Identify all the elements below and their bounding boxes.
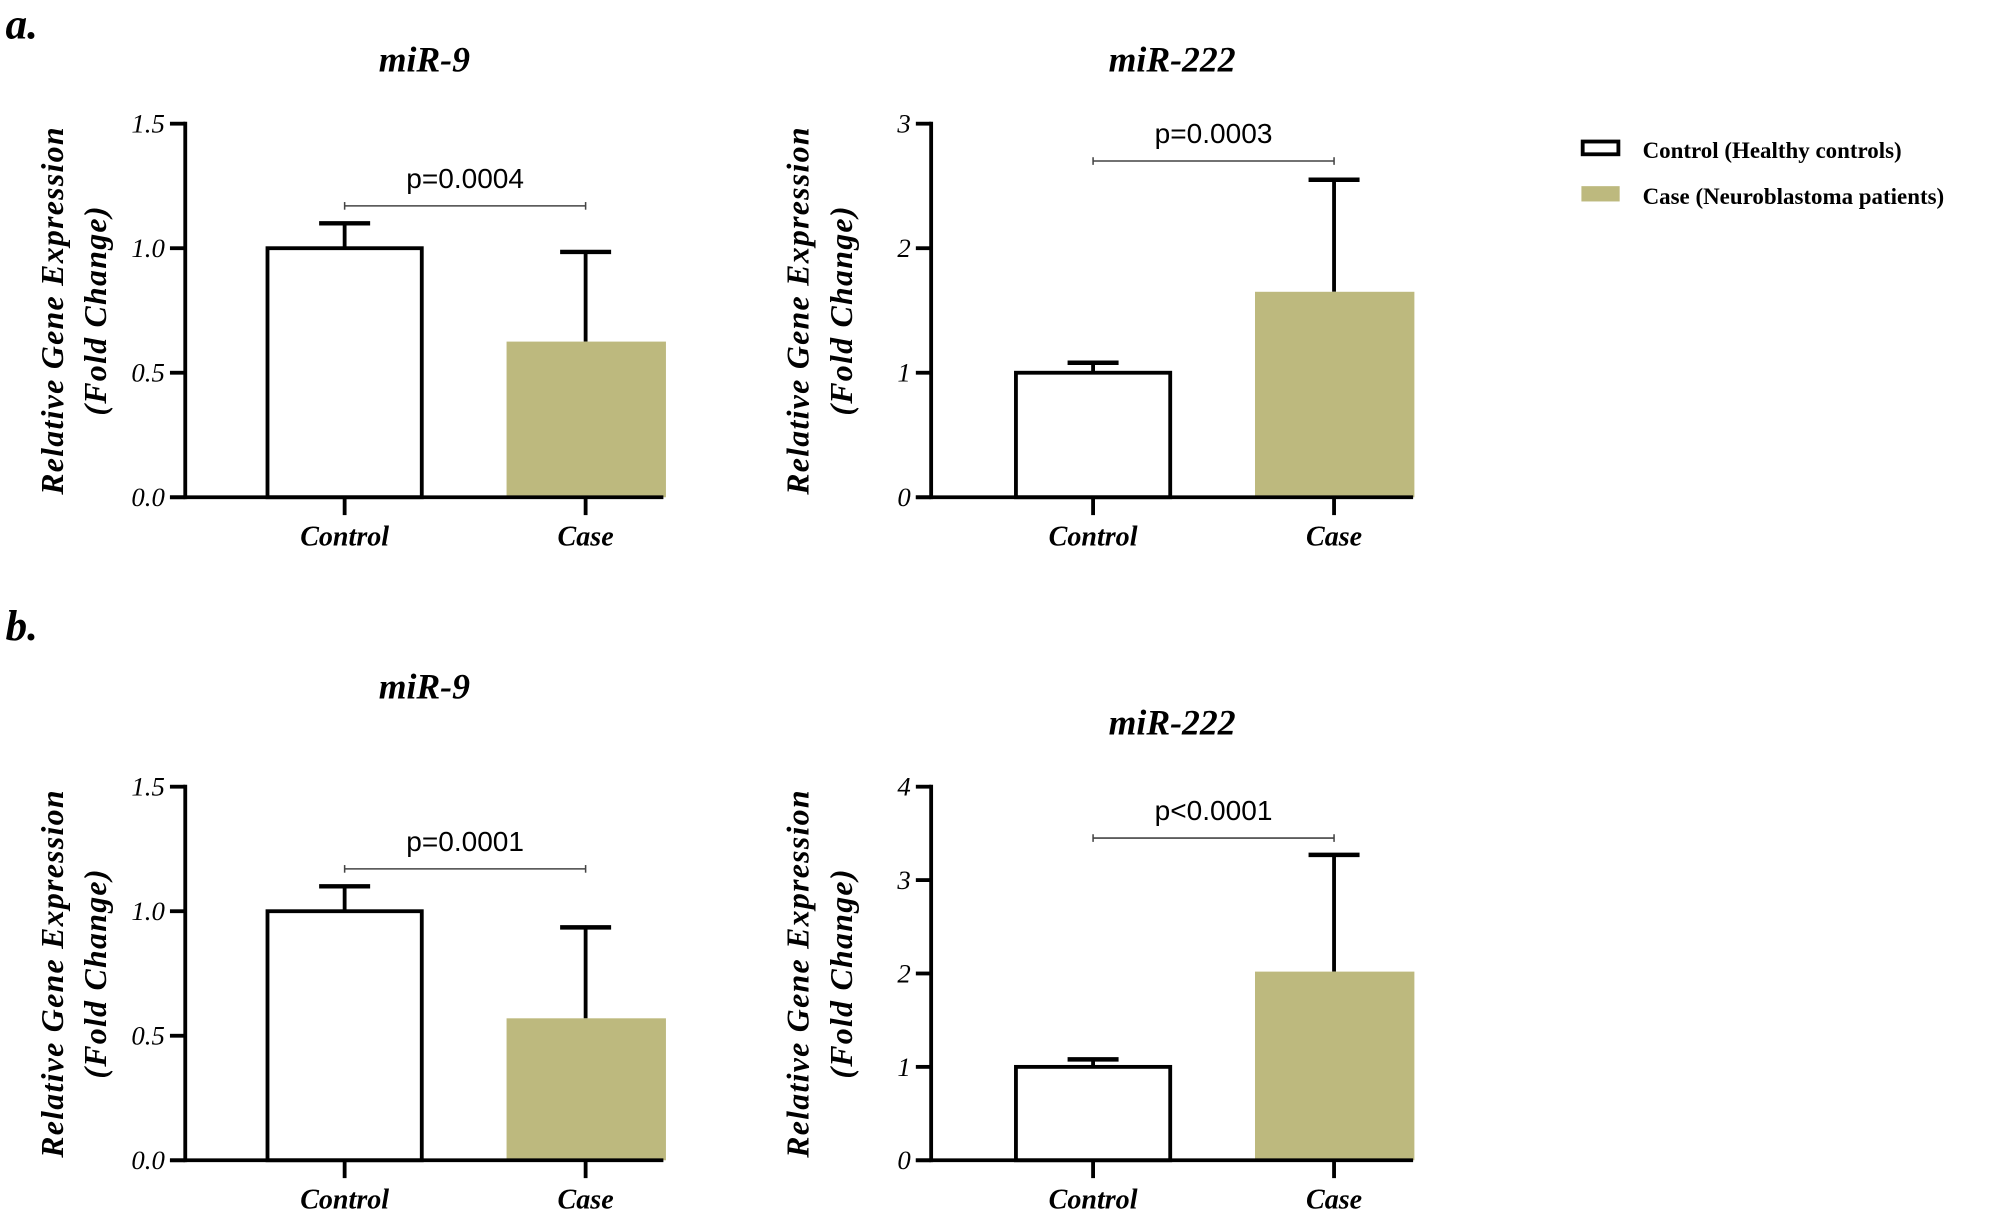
chart-3: miR-9 Relative Gene Expression (Fold Chang… [35,667,666,1210]
p-value-label: p=0.0004 [406,163,524,194]
y-tick-label: 1 [897,1052,910,1082]
chart-title: miR-9 [379,667,470,707]
p-value-label: p=0.0003 [1155,118,1273,149]
x-tick-label: Control [1049,1185,1138,1210]
y-tick-label: 0.5 [131,358,164,388]
chart-title: miR-9 [379,39,470,79]
p-value-label: p<0.0001 [1155,795,1273,826]
legend-swatch-case [1581,186,1620,202]
chart-2: miR-222 Relative Gene Expression (Fold Cha… [781,39,1415,553]
y-tick-label: 4 [897,772,910,802]
chart-title: miR-222 [1109,702,1236,742]
y-tick-label: 0.0 [131,1145,165,1175]
legend: Control (Healthy controls) Case (Neurobl… [1580,138,1945,209]
p-value-label: p=0.0001 [406,826,524,857]
y-tick-label: 3 [896,109,910,139]
y-tick-label: 0.0 [131,482,165,512]
y-tick-label: 1 [897,358,910,388]
bar-control [1014,370,1173,500]
bar-case [1255,971,1415,1161]
y-axis-label: Relative Gene Expression [35,789,70,1159]
chart-title: miR-222 [1109,39,1236,79]
legend-label-control: Control (Healthy controls) [1643,138,1902,163]
x-tick-label: Control [300,522,389,553]
bar-case [506,1018,666,1161]
y-tick-label: 1.5 [131,772,164,802]
x-tick-label: Case [558,522,614,553]
x-tick-label: Control [300,1185,389,1210]
y-tick-label: 2 [897,958,910,988]
y-axis-label: Relative Gene Expression [781,126,816,496]
y-tick-label: 0 [897,1145,911,1175]
y-tick-label: 0.5 [131,1021,164,1051]
y-axis-label: Relative Gene Expression [35,126,70,496]
x-tick-label: Case [1306,522,1362,553]
x-tick-label: Control [1049,522,1138,553]
y-tick-label: 1.0 [131,896,165,926]
chart-4: miR-222 Relative Gene Expression (Fold Cha… [781,702,1415,1210]
legend-label-case: Case (Neuroblastoma patients) [1643,184,1945,209]
y-axis-label: Relative Gene Expression [781,789,816,1159]
y-axis-label-unit: (Fold Change) [78,868,113,1078]
bar-control [1014,1064,1173,1163]
y-tick-label: 3 [896,865,910,895]
x-tick-label: Case [558,1185,614,1210]
panel-label-a: a. [5,0,38,48]
legend-swatch-control [1580,139,1621,157]
panel-label-b: b. [5,602,38,650]
y-tick-label: 1.5 [131,109,164,139]
bar-control [265,909,424,1163]
y-tick-label: 0 [897,482,911,512]
bar-case [506,341,666,498]
y-axis-label-unit: (Fold Change) [824,868,859,1078]
y-tick-label: 1.0 [131,233,165,263]
y-axis-label-unit: (Fold Change) [78,205,113,415]
bar-control [265,246,424,500]
chart-1: miR-9 Relative Gene Expression (Fold Chang… [35,39,666,553]
bar-case [1255,291,1415,498]
x-tick-label: Case [1306,1185,1362,1210]
y-axis-label-unit: (Fold Change) [824,205,859,415]
y-tick-label: 2 [897,233,910,263]
